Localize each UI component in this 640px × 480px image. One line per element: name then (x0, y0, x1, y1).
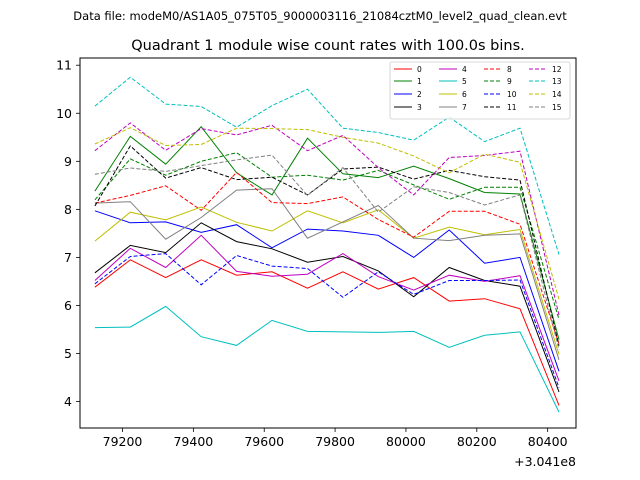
y-axis: 4 5 6 7 8 9 10 11 (56, 58, 80, 409)
series-line-3 (94, 222, 560, 393)
y-tick-label: 7 (64, 250, 72, 265)
legend-label-14: 14 (552, 90, 562, 99)
legend-label-3: 3 (417, 103, 422, 112)
series-layer (94, 76, 560, 413)
legend-label-11: 11 (507, 103, 517, 112)
suptitle: Data file: modeM0/AS1A05_075T05_90000031… (73, 9, 567, 23)
y-tick-label: 6 (64, 298, 72, 313)
y-tick-label: 11 (56, 58, 72, 73)
series-line-1 (94, 125, 560, 340)
x-tick-label: 79400 (173, 434, 213, 449)
legend-label-10: 10 (507, 90, 517, 99)
series-line-5 (94, 305, 560, 413)
legend-label-4: 4 (462, 65, 467, 74)
y-tick-label: 8 (64, 202, 72, 217)
legend-label-8: 8 (507, 65, 512, 74)
x-tick-label: 79800 (315, 434, 355, 449)
y-tick-label: 5 (64, 346, 72, 361)
legend-label-9: 9 (507, 77, 512, 86)
y-tick-label: 4 (64, 394, 72, 409)
legend-label-7: 7 (462, 103, 467, 112)
series-line-9 (94, 152, 560, 320)
x-tick-label: 80000 (386, 434, 426, 449)
series-line-14 (94, 127, 560, 300)
y-tick-label: 9 (64, 154, 72, 169)
x-tick-label: 79600 (244, 434, 284, 449)
x-tick-label: 79200 (103, 434, 143, 449)
x-tick-label: 80400 (528, 434, 568, 449)
legend-label-15: 15 (552, 103, 562, 112)
legend-box (389, 61, 571, 120)
series-line-12 (94, 122, 560, 316)
legend-label-1: 1 (417, 77, 422, 86)
legend-label-0: 0 (417, 65, 422, 74)
x-tick-label: 80200 (457, 434, 497, 449)
series-line-8 (94, 171, 560, 345)
legend-label-2: 2 (417, 90, 422, 99)
series-line-15 (94, 154, 560, 350)
series-line-10 (94, 253, 560, 388)
series-line-6 (94, 206, 560, 355)
chart-title: Quadrant 1 module wise count rates with … (131, 38, 525, 54)
x-offset-text: +3.041e8 (514, 454, 576, 469)
x-axis: 79200 79400 79600 79800 80000 80200 80400 (103, 428, 568, 449)
legend-label-5: 5 (462, 77, 467, 86)
series-line-7 (94, 188, 560, 360)
series-line-13 (94, 76, 560, 255)
y-tick-label: 10 (56, 106, 72, 121)
plot-frame (79, 57, 577, 429)
legend-label-12: 12 (552, 65, 562, 74)
legend-label-13: 13 (552, 77, 562, 86)
series-line-0 (94, 259, 560, 406)
legend-label-6: 6 (462, 90, 467, 99)
